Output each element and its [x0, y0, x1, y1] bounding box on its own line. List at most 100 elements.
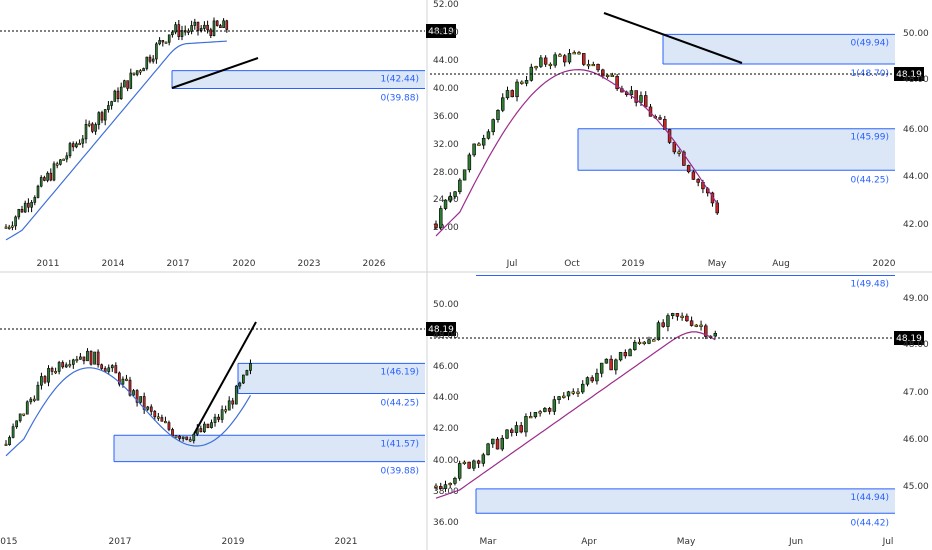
candle-body [572, 52, 576, 55]
candle-body [22, 413, 26, 416]
candle-body [11, 426, 15, 438]
candle-body [153, 411, 157, 418]
candle-body [174, 435, 178, 438]
candle-body [158, 40, 161, 45]
candle-body [82, 356, 86, 362]
candle-body [190, 25, 193, 32]
fib-label-top: 1(41.57) [380, 439, 419, 449]
candle-body [472, 460, 476, 469]
x-tick-label: 2021 [335, 537, 358, 547]
y-tick-label: 45.00 [903, 482, 929, 492]
y-tick-label: 48.00 [903, 340, 929, 350]
candle-body [609, 358, 613, 371]
candle-body [71, 359, 75, 365]
candle-body [524, 416, 528, 433]
candle-body [151, 58, 155, 62]
candle-body [97, 112, 101, 125]
candle-body [666, 315, 670, 327]
candle-body [557, 396, 561, 400]
candle-body [222, 20, 225, 28]
candle-body [448, 482, 452, 486]
candle-body [448, 196, 453, 201]
candle-body [543, 57, 548, 65]
candle-body [658, 117, 662, 120]
fib-label-top: 1(45.99) [850, 133, 889, 143]
candle-body [40, 376, 43, 386]
candle-body [577, 52, 581, 55]
y-tick-label: 36.00 [433, 518, 459, 528]
candle-body [585, 377, 590, 385]
fib-label-top: 1(49.48) [850, 279, 889, 289]
candle-body [443, 199, 448, 209]
candle-body [142, 396, 146, 410]
fib-zone [172, 70, 425, 89]
candle-body [458, 179, 462, 193]
candle-body [199, 428, 203, 433]
candle-body [65, 155, 69, 160]
candle-body [164, 421, 167, 424]
candle-body [553, 54, 557, 66]
fib-label-bottom: 0(39.88) [380, 93, 419, 103]
candle-body [7, 226, 11, 229]
candle-body [25, 401, 29, 415]
candle-body [118, 372, 121, 385]
candle-body [443, 484, 448, 489]
candle-body [486, 131, 491, 139]
candle-body [32, 398, 36, 401]
moving-average-line [5, 367, 252, 457]
candle-body [91, 123, 94, 132]
candle-body [520, 81, 524, 84]
x-tick-label: 2011 [37, 259, 60, 269]
candle-body [628, 349, 632, 357]
candle-body [160, 417, 164, 422]
fib-label-top: 1(42.44) [380, 75, 419, 85]
x-tick-label: Oct [564, 259, 580, 269]
candle-body [231, 400, 235, 405]
candle-body [93, 351, 96, 365]
candle-body [57, 362, 61, 372]
candle-body [145, 56, 149, 69]
candle-body [55, 163, 59, 166]
candle-body [590, 377, 594, 382]
candle-body [639, 95, 643, 103]
x-tick-label: 2019 [622, 259, 645, 269]
candle-body [181, 436, 185, 439]
candle-body [27, 202, 30, 208]
x-tick-label: Apr [581, 537, 597, 547]
y-tick-label: 50.00 [433, 300, 459, 310]
moving-average-line [435, 68, 718, 237]
candle-body [457, 463, 462, 479]
candle-body [543, 408, 547, 412]
candle-body [491, 119, 495, 133]
candle-body [178, 435, 181, 439]
fib-zone [238, 363, 425, 394]
candle-body [47, 368, 50, 383]
candle-body [558, 54, 562, 57]
last-price-label: 48.19 [896, 70, 922, 80]
candle-body [149, 406, 153, 412]
candle-body [188, 439, 192, 442]
y-tick-label: 47.00 [903, 388, 929, 398]
candle-body [68, 364, 72, 367]
candle-body [675, 313, 680, 317]
candle-body [566, 391, 571, 397]
candle-body [135, 70, 139, 75]
y-tick-label: 40.00 [433, 84, 459, 94]
candle-body [15, 420, 18, 428]
candle-body [515, 81, 519, 98]
candle-body [196, 21, 200, 31]
candle-body [245, 370, 249, 376]
candle-body [528, 416, 533, 419]
candle-body [238, 382, 242, 387]
y-tick-label: 52.00 [433, 0, 459, 10]
candle-body [14, 216, 17, 227]
candle-body [75, 359, 79, 362]
x-tick-label: Jul [506, 259, 518, 269]
y-tick-label: 36.00 [433, 112, 459, 122]
trend-line [603, 12, 743, 64]
last-price-tag [894, 67, 924, 81]
moving-average-line [5, 40, 227, 241]
candle-body [582, 53, 586, 65]
candle-body [107, 105, 110, 110]
candle-body [680, 315, 684, 318]
